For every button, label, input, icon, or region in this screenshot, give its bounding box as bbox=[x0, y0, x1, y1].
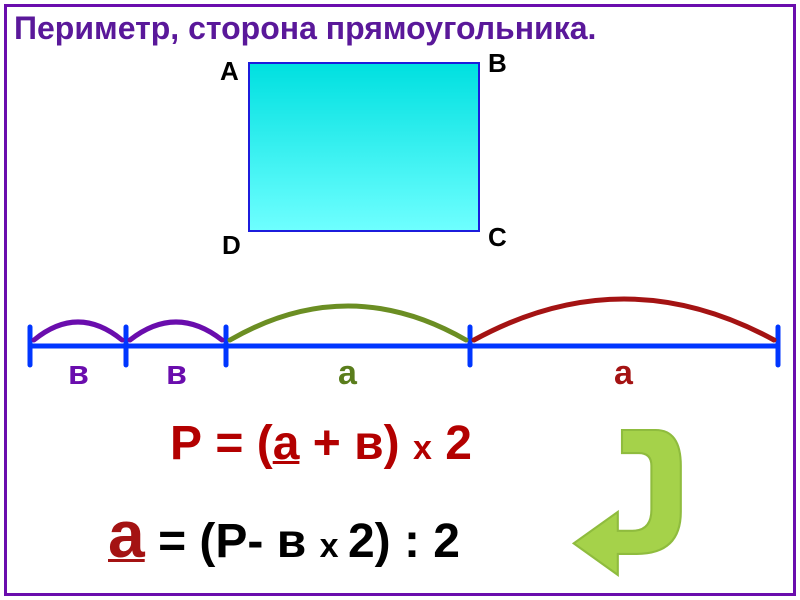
formula-part: + в) bbox=[299, 417, 413, 470]
formula-part: 2 bbox=[432, 417, 472, 470]
formula-part: х bbox=[320, 527, 348, 565]
formula-part: Р = ( bbox=[170, 417, 273, 470]
formula-part: х bbox=[413, 429, 432, 467]
segment-label-3: а bbox=[614, 354, 633, 393]
segment-label-1: в bbox=[166, 354, 187, 393]
segment-label-2: а bbox=[338, 354, 357, 393]
segment-label-0: в bbox=[68, 354, 89, 393]
formula-side: а = (Р- в х 2) : 2 bbox=[108, 496, 460, 572]
formula-part: 2) : 2 bbox=[348, 515, 460, 568]
formula-part: = (Р- в bbox=[158, 515, 320, 568]
formula-perimeter: Р = (а + в) х 2 bbox=[170, 416, 472, 471]
curved-arrow-icon bbox=[574, 430, 681, 575]
formula-part: а bbox=[273, 417, 300, 470]
formula-part bbox=[145, 515, 158, 568]
formula-part: а bbox=[108, 497, 145, 571]
